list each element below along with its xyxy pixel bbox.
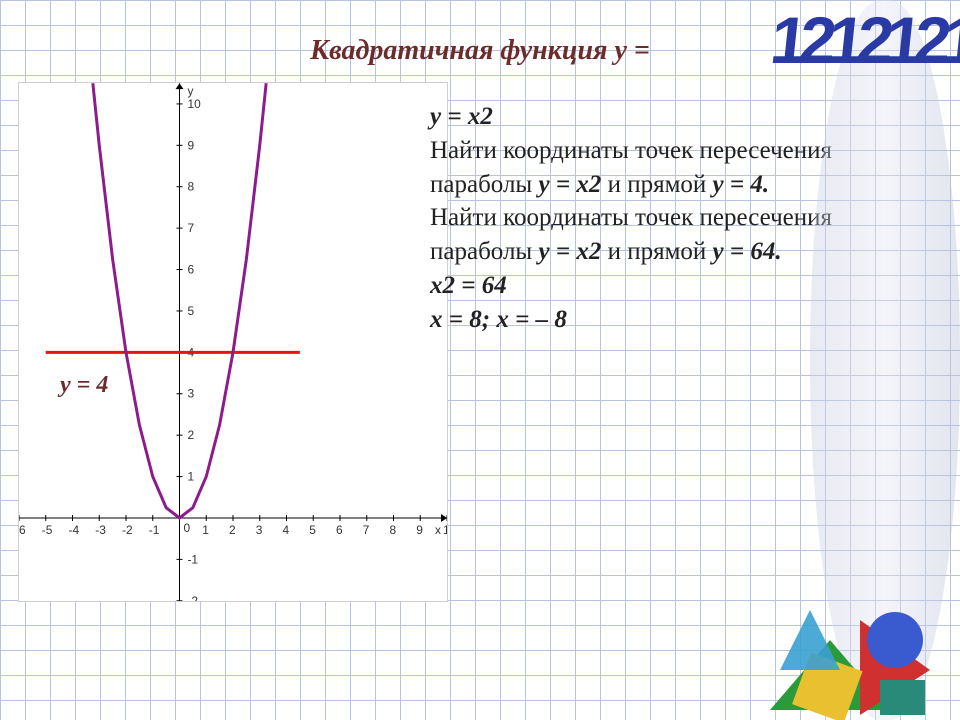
graph-svg: yx-6-5-4-3-2-1012345678910-2-11234567891… <box>19 83 447 601</box>
svg-text:5: 5 <box>187 304 194 318</box>
svg-text:-4: -4 <box>69 523 80 537</box>
hline-label: y = 4 <box>60 372 108 399</box>
svg-text:0: 0 <box>183 521 190 535</box>
svg-text:-6: -6 <box>19 523 26 537</box>
svg-text:10: 10 <box>443 523 447 537</box>
p1c: и прямой <box>601 171 712 198</box>
svg-text:1: 1 <box>202 523 209 537</box>
svg-text:10: 10 <box>187 97 201 111</box>
svg-text:-2: -2 <box>122 523 133 537</box>
svg-text:8: 8 <box>390 523 397 537</box>
svg-text:-3: -3 <box>95 523 106 537</box>
svg-text:x: x <box>435 523 441 537</box>
svg-text:9: 9 <box>187 138 194 152</box>
svg-text:3: 3 <box>187 387 194 401</box>
svg-text:2: 2 <box>187 428 194 442</box>
svg-text:6: 6 <box>187 263 194 277</box>
svg-text:9: 9 <box>416 523 423 537</box>
svg-text:8: 8 <box>187 180 194 194</box>
p2b: y = x2 <box>538 238 601 265</box>
svg-text:3: 3 <box>256 523 263 537</box>
p2c: и прямой <box>601 238 712 265</box>
geometric-shapes-icon <box>740 520 960 720</box>
p1b: y = x2 <box>538 171 601 198</box>
svg-text:-1: -1 <box>187 552 198 566</box>
graph-panel: yx-6-5-4-3-2-1012345678910-2-11234567891… <box>18 82 448 602</box>
svg-text:4: 4 <box>283 523 290 537</box>
decorative-sidebar: 1212121 <box>760 0 960 720</box>
svg-text:-1: -1 <box>149 523 160 537</box>
svg-text:2: 2 <box>229 523 236 537</box>
svg-text:-2: -2 <box>187 594 198 601</box>
svg-text:1: 1 <box>187 470 194 484</box>
svg-text:5: 5 <box>309 523 316 537</box>
svg-text:7: 7 <box>187 221 194 235</box>
svg-text:6: 6 <box>336 523 343 537</box>
svg-text:7: 7 <box>363 523 370 537</box>
svg-text:-5: -5 <box>42 523 53 537</box>
decorative-digits: 1212121 <box>767 2 960 78</box>
